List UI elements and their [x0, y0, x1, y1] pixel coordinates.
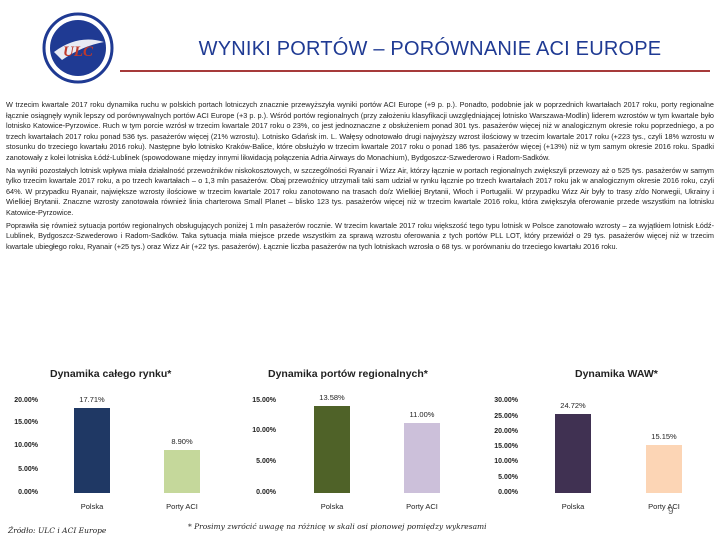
- paragraph: Poprawiła się również sytuacja portów re…: [6, 220, 714, 251]
- value-label: 15.15%: [651, 432, 677, 441]
- bar-waw-polska: [555, 414, 591, 493]
- y-tick-label: 0.00%: [256, 489, 276, 496]
- ulc-logo-icon: ULC: [42, 12, 114, 84]
- y-tick-label: 20.00%: [494, 428, 518, 435]
- page-number: 9: [668, 506, 674, 517]
- chart-title-market: Dynamika całego rynku*: [50, 368, 172, 380]
- logo-text: ULC: [63, 44, 94, 60]
- category-label: Polska: [561, 502, 585, 511]
- chart-title-waw: Dynamika WAW*: [575, 368, 658, 380]
- y-tick-label: 15.00%: [252, 397, 276, 404]
- footnote: * Prosimy zwrócić uwagę na różnicę w ska…: [188, 522, 487, 531]
- y-tick-label: 0.00%: [498, 489, 518, 496]
- y-tick-label: 15.00%: [494, 443, 518, 450]
- category-label: Porty ACI: [166, 502, 198, 511]
- y-tick-label: 25.00%: [494, 413, 518, 420]
- bar-waw-aci: [646, 445, 682, 493]
- bar-market-polska: [74, 408, 110, 493]
- y-tick-label: 10.00%: [252, 427, 276, 434]
- bar-regional-aci: [404, 423, 440, 493]
- y-tick-label: 5.00%: [256, 458, 276, 465]
- category-label: Polska: [80, 502, 104, 511]
- category-label: Porty ACI: [648, 502, 680, 511]
- title-divider: [120, 70, 710, 72]
- y-tick-label: 5.00%: [18, 466, 38, 473]
- value-label: 24.72%: [560, 401, 586, 410]
- y-tick-label: 0.00%: [18, 489, 38, 496]
- source-note: Źródło: ULC i ACI Europe: [8, 526, 107, 535]
- bar-market-aci: [164, 450, 200, 493]
- y-tick-label: 10.00%: [14, 442, 38, 449]
- category-label: Porty ACI: [406, 502, 438, 511]
- y-tick-label: 15.00%: [14, 419, 38, 426]
- y-tick-label: 5.00%: [498, 474, 518, 481]
- bar-regional-polska: [314, 406, 350, 493]
- category-label: Polska: [320, 502, 344, 511]
- value-label: 17.71%: [79, 395, 105, 404]
- body-text: W trzecim kwartale 2017 roku dynamika ru…: [6, 100, 714, 254]
- y-tick-label: 30.00%: [494, 397, 518, 404]
- paragraph: Na wyniki pozostałych lotnisk wpływa mia…: [6, 165, 714, 217]
- y-tick-label: 20.00%: [14, 397, 38, 404]
- y-tick-label: 10.00%: [494, 458, 518, 465]
- value-label: 13.58%: [319, 393, 345, 402]
- page-title: WYNIKI PORTÓW – PORÓWNANIE ACI EUROPE: [198, 38, 662, 60]
- paragraph: W trzecim kwartale 2017 roku dynamika ru…: [6, 100, 714, 162]
- chart-title-regional: Dynamika portów regionalnych*: [268, 368, 428, 380]
- value-label: 8.90%: [171, 437, 193, 446]
- value-label: 11.00%: [409, 410, 435, 419]
